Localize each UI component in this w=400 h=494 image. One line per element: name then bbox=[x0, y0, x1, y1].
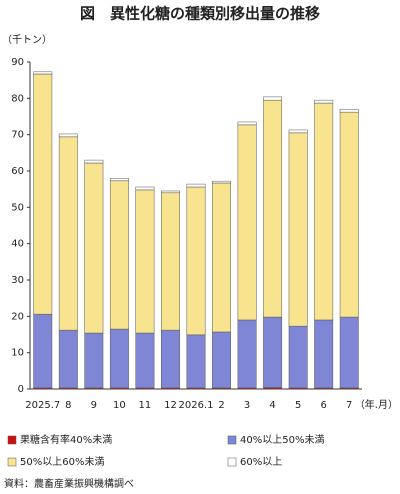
bar-segment bbox=[161, 192, 180, 331]
bar-segment bbox=[109, 180, 129, 330]
bar-segment bbox=[339, 316, 359, 389]
x-tick-label: 11 bbox=[139, 400, 152, 411]
source: 資料：農畜産業振興機構調べ bbox=[4, 477, 134, 490]
x-tick-label: 5 bbox=[295, 400, 301, 411]
bar-segment bbox=[212, 331, 231, 389]
y-tick-label: 30 bbox=[11, 275, 24, 286]
x-tick-label: 2026.1 bbox=[179, 400, 214, 411]
bar-segment bbox=[161, 329, 180, 389]
y-tick-label: 40 bbox=[11, 239, 24, 250]
x-tick-label: 3 bbox=[244, 400, 250, 411]
x-tick-label: 9 bbox=[91, 400, 97, 411]
bar-segment bbox=[314, 102, 334, 321]
bar-segment bbox=[161, 190, 180, 194]
bar-segment bbox=[288, 325, 308, 389]
x-tick-label: 6 bbox=[321, 400, 327, 411]
y-tick-label: 90 bbox=[11, 57, 24, 68]
bar-segment bbox=[288, 132, 308, 327]
y-tick-label: 50 bbox=[11, 202, 24, 213]
legend-swatch bbox=[7, 457, 17, 467]
bar-segment bbox=[135, 332, 155, 389]
bar-segment bbox=[263, 96, 283, 101]
chart-title: 図 異性化糖の種類別移出量の推移 bbox=[80, 5, 320, 23]
x-tick-label: 10 bbox=[113, 400, 126, 411]
bar-segment bbox=[58, 136, 78, 331]
bar-segment bbox=[84, 162, 104, 334]
x-tick-label: 4 bbox=[269, 400, 275, 411]
legend-swatch bbox=[7, 435, 17, 445]
bar-segment bbox=[33, 71, 53, 75]
bar-segment bbox=[58, 329, 78, 389]
bar-segment bbox=[135, 189, 155, 334]
bar-segment bbox=[237, 124, 257, 321]
x-tick-label: 2 bbox=[218, 400, 224, 411]
bar-segment bbox=[109, 178, 129, 182]
y-tick-label: 10 bbox=[11, 348, 24, 359]
bar-segment bbox=[288, 129, 308, 134]
x-unit: （年.月） bbox=[355, 398, 398, 411]
y-tick-label: 0 bbox=[18, 384, 24, 395]
bar-segment bbox=[339, 108, 359, 113]
bar-segment bbox=[33, 313, 53, 389]
bar-segment bbox=[33, 73, 53, 315]
y-tick-label: 70 bbox=[11, 130, 24, 141]
bar-segment bbox=[237, 121, 257, 126]
bar-segment bbox=[314, 99, 334, 104]
legend-swatch bbox=[227, 457, 237, 467]
bar-segment bbox=[339, 111, 359, 318]
bar-segment bbox=[186, 334, 206, 389]
x-tick-label: 2025.7 bbox=[25, 400, 60, 411]
bar-segment bbox=[186, 183, 206, 188]
legend-label: 果糖含有率40%未満 bbox=[20, 433, 112, 446]
bar-segment bbox=[186, 186, 206, 336]
bar-segment bbox=[212, 180, 231, 184]
x-tick-label: 8 bbox=[65, 400, 71, 411]
legend-label: 50%以上60%未満 bbox=[20, 456, 104, 468]
bar-segment bbox=[263, 99, 283, 318]
bar-segment bbox=[212, 182, 231, 333]
bar-segment bbox=[58, 133, 78, 138]
y-tick-label: 80 bbox=[11, 93, 24, 104]
legend-label: 60%以上 bbox=[240, 456, 282, 468]
bar-segment bbox=[237, 319, 257, 389]
bar-segment bbox=[314, 319, 334, 389]
legend-label: 40%以上50%未満 bbox=[240, 434, 324, 446]
bar-segment bbox=[84, 332, 104, 389]
x-tick-label: 7 bbox=[346, 400, 352, 411]
bar-segment bbox=[109, 328, 129, 389]
y-tick-label: 60 bbox=[11, 166, 24, 177]
legend-swatch bbox=[227, 435, 237, 445]
y-tick-label: 20 bbox=[11, 311, 24, 322]
bar-segment bbox=[135, 186, 155, 191]
x-tick-label: 12 bbox=[164, 400, 177, 411]
bar-segment bbox=[263, 316, 283, 388]
bar-segment bbox=[84, 159, 104, 164]
y-unit: （千トン） bbox=[2, 34, 52, 46]
